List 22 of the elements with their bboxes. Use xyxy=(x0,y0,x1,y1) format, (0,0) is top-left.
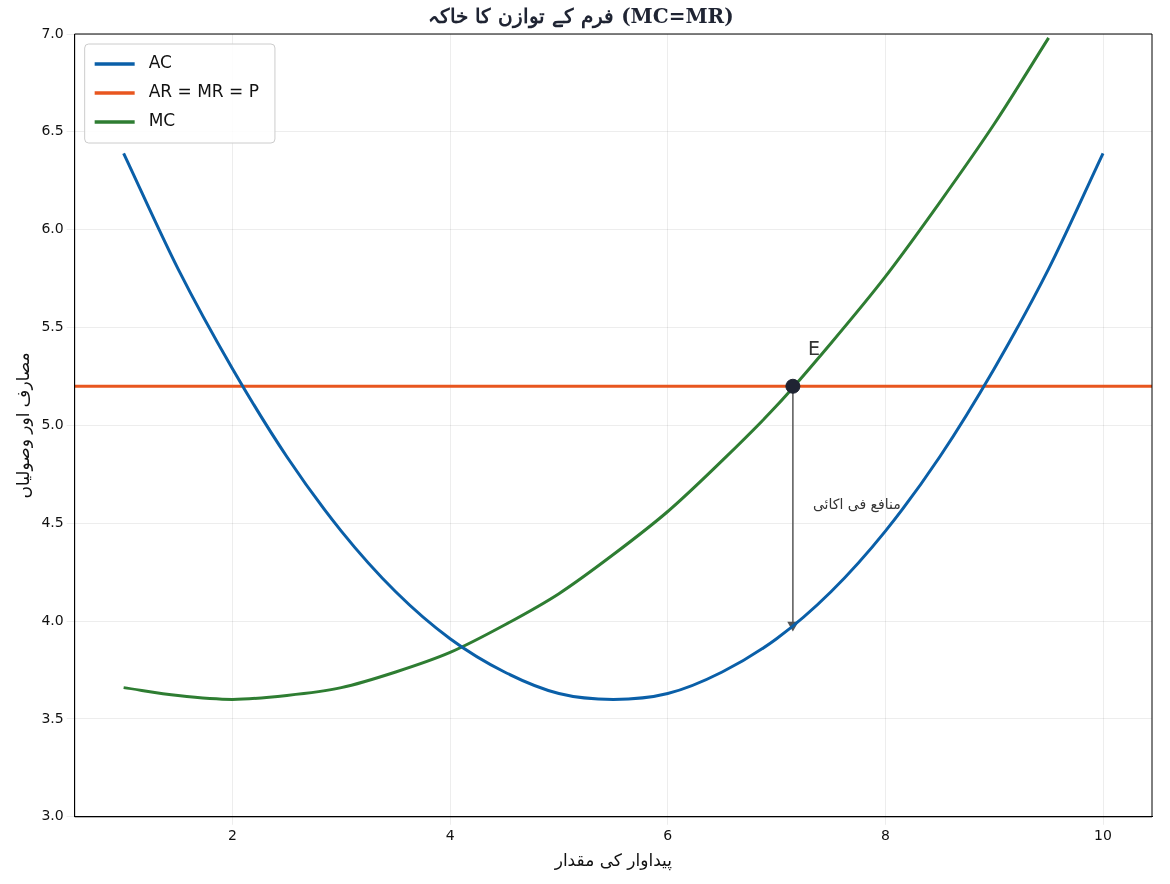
legend-label: MC xyxy=(148,110,176,131)
x-tick-label: 2 xyxy=(228,826,237,843)
x-tick-label: 10 xyxy=(1094,826,1112,843)
y-tick-label: 6.5 xyxy=(41,122,64,139)
y-tick-label: 5.5 xyxy=(41,318,64,335)
y-tick-label: 4.0 xyxy=(41,611,64,628)
annotation: منافع فی اکائی xyxy=(812,496,901,514)
y-axis-title: مصارف اور وصولیاں xyxy=(12,352,33,499)
annotation: E xyxy=(807,337,820,360)
chart-title: فرم کے توازن کا خاکہ (MC=MR) xyxy=(428,4,734,30)
x-tick-label: 8 xyxy=(880,826,890,843)
legend-label: AR = MR = P xyxy=(148,81,259,102)
y-tick-label: 6.0 xyxy=(41,220,64,237)
y-tick-label: 5.0 xyxy=(41,416,64,433)
y-tick-label: 3.0 xyxy=(41,807,64,824)
y-tick-label: 4.5 xyxy=(41,513,64,530)
y-tick-label: 3.5 xyxy=(41,709,64,726)
y-tick-label: 7.0 xyxy=(41,24,64,41)
legend-label: AC xyxy=(148,52,172,73)
x-tick-label: 6 xyxy=(663,826,673,843)
x-tick-label: 4 xyxy=(445,826,455,843)
x-axis-title: پیداوار کی مقدار xyxy=(553,850,673,872)
